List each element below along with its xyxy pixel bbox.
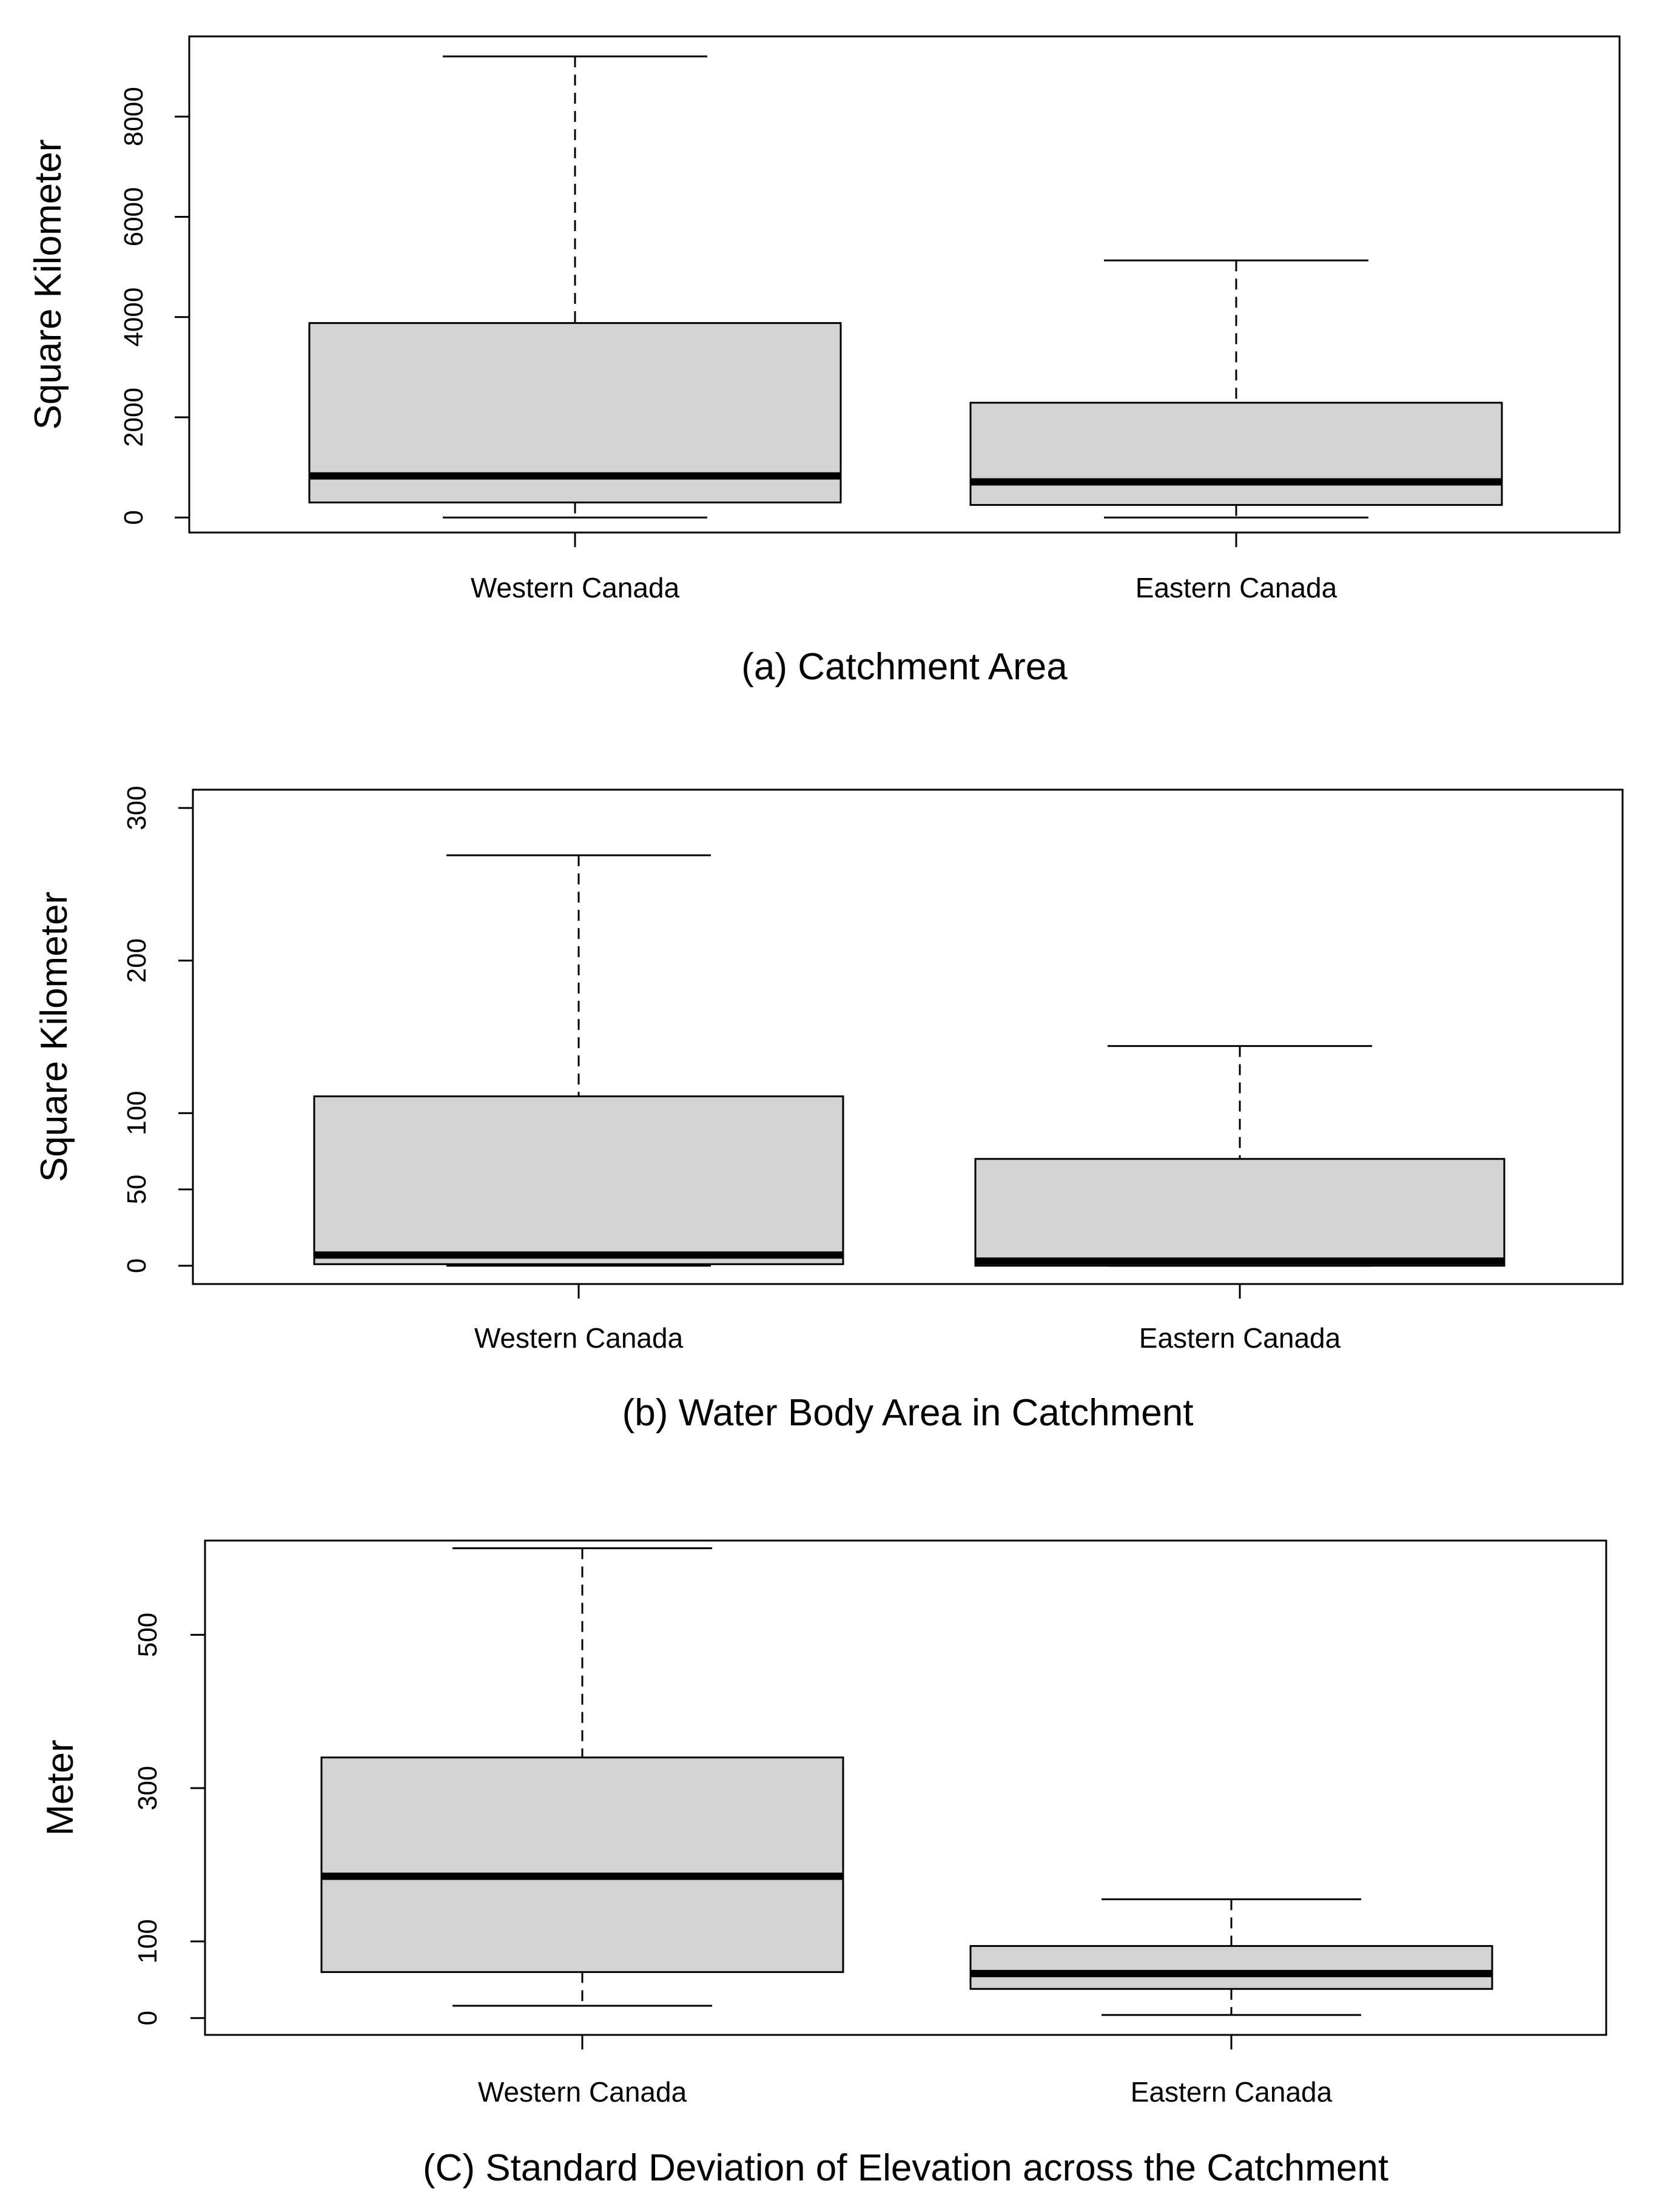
box-eastern-canada	[974, 1045, 1506, 1267]
x-category-label: Eastern Canada	[1139, 1322, 1341, 1354]
x-category-label: Western Canada	[471, 572, 680, 603]
y-tick-label: 200	[122, 938, 152, 983]
x-category-label: Eastern Canada	[1131, 2076, 1333, 2108]
x-category-label: Eastern Canada	[1135, 572, 1337, 603]
x-category-label: Western Canada	[474, 1322, 684, 1354]
iqr-box	[974, 1158, 1506, 1267]
y-tick-label: 2000	[119, 388, 149, 447]
y-tick-label: 100	[133, 1919, 163, 1963]
y-tick-label: 500	[133, 1613, 163, 1657]
chart-caption: (a) Catchment Area	[741, 646, 1068, 688]
y-tick-label: 300	[122, 785, 152, 830]
iqr-box	[969, 402, 1503, 506]
x-category-label: Western Canada	[478, 2076, 687, 2108]
iqr-box	[313, 1095, 844, 1265]
box-eastern-canada	[969, 1898, 1493, 2016]
y-tick-label: 0	[133, 2011, 163, 2025]
y-axis-label: Meter	[39, 1740, 81, 1835]
chart-caption: (b) Water Body Area in Catchment	[622, 1392, 1194, 1434]
y-tick-label: 0	[119, 510, 149, 525]
iqr-box	[969, 1945, 1493, 1990]
chart-panel-2: 0 50 100 200 300 Square Kilometer Western Cana…	[33, 785, 1624, 1434]
box-western-canada	[308, 55, 842, 519]
y-tick-label: 0	[122, 1259, 152, 1273]
y-tick-label: 8000	[119, 87, 149, 146]
iqr-box	[320, 1756, 844, 1973]
y-axis-label: Square Kilometer	[27, 139, 69, 429]
box-eastern-canada	[969, 259, 1503, 519]
y-tick-label: 4000	[119, 287, 149, 347]
y-tick-label: 6000	[119, 187, 149, 247]
chart-caption: (C) Standard Deviation of Elevation acro…	[423, 2147, 1388, 2189]
chart-panel-1: 0 2000 4000 6000 8000 Square Kilometer Western…	[27, 35, 1621, 688]
box-western-canada	[320, 1547, 844, 2007]
y-tick-label: 300	[133, 1766, 163, 1810]
chart-panel-3: 0 100 300 500 Meter Western Canada Eastern Can…	[39, 1539, 1607, 2189]
plot-frame	[188, 35, 1621, 534]
y-tick-label: 50	[122, 1175, 152, 1205]
box-western-canada	[313, 854, 844, 1267]
y-tick-label: 100	[122, 1091, 152, 1135]
y-axis-label: Square Kilometer	[33, 892, 75, 1182]
plot-frame	[192, 788, 1624, 1285]
